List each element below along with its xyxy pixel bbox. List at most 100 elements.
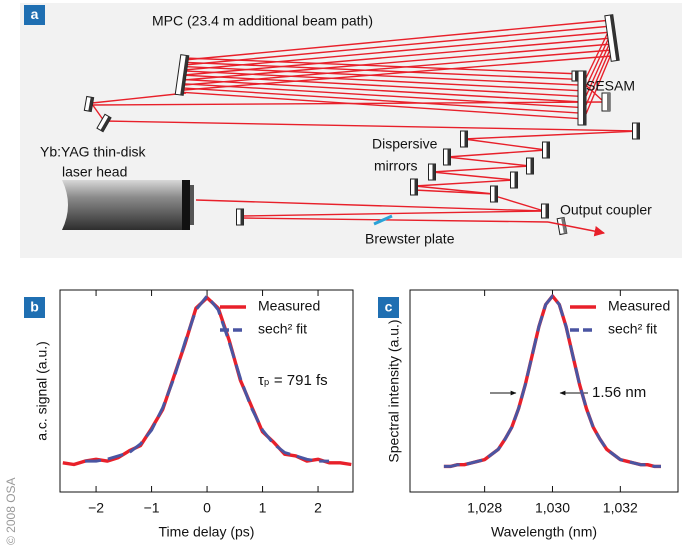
panel-label-box	[378, 297, 399, 318]
credit: © 2008 OSA	[4, 477, 18, 545]
thin-disk	[182, 180, 190, 230]
mirror-coating	[88, 97, 94, 112]
y-axis-label: Spectral intensity (a.u.)	[386, 319, 402, 462]
mirror-coating	[240, 209, 244, 225]
output-beam	[547, 221, 606, 237]
mirror	[460, 130, 468, 148]
x-tick-label: 1	[259, 500, 267, 516]
mirror-coating	[514, 172, 518, 188]
mirror	[510, 171, 518, 189]
mirror-coating	[100, 116, 112, 132]
brewster-plate	[373, 214, 393, 226]
output-coupler-label: Output coupler	[560, 202, 652, 218]
x-axis-label: Time delay (ps)	[159, 524, 255, 540]
mirror-coating	[583, 71, 586, 125]
mirror-coating	[447, 149, 451, 165]
mirror-coating	[494, 186, 498, 202]
legend-label: Measured	[258, 298, 320, 314]
beam	[585, 30, 613, 88]
beam	[183, 57, 583, 75]
x-tick-label: 1,032	[603, 500, 638, 516]
mirror	[601, 92, 611, 112]
mirror-coating	[546, 142, 550, 158]
y-axis-label: a.c. signal (a.u.)	[34, 341, 50, 441]
beam	[585, 44, 613, 106]
beam	[183, 87, 583, 114]
x-tick-label: 1,030	[535, 500, 570, 516]
beam	[183, 83, 583, 109]
panel-label-box	[24, 5, 45, 25]
dispersive-mirrors-label: Dispersive	[372, 136, 438, 152]
beam	[494, 195, 545, 212]
mirror-coating	[607, 93, 610, 111]
mirror	[428, 163, 436, 181]
beam	[103, 120, 641, 132]
mpc-label: MPC (23.4 m additional beam path)	[152, 13, 373, 29]
mirrors	[83, 14, 640, 236]
beam	[431, 165, 531, 173]
mirror	[577, 70, 587, 126]
mirror-coating	[545, 204, 549, 218]
mirror	[443, 148, 451, 166]
beam	[463, 138, 547, 151]
mirror-coating	[636, 123, 640, 139]
beam-paths	[91, 19, 641, 223]
mirror-coating	[609, 14, 620, 61]
beam	[431, 171, 515, 181]
mirror	[541, 203, 549, 219]
beam	[91, 103, 105, 122]
mirror	[632, 122, 640, 140]
beam	[183, 91, 583, 120]
x-axis-label: Wavelength (nm)	[491, 524, 597, 540]
beam	[183, 43, 613, 81]
beam	[241, 217, 549, 223]
plot-frame	[59, 289, 354, 493]
beam	[183, 19, 613, 61]
mirror-coating	[414, 179, 418, 195]
annotation: τₚ = 791 fs	[258, 372, 328, 389]
beam	[91, 101, 605, 106]
laser-head	[62, 180, 194, 230]
data-line	[85, 294, 330, 463]
beam	[446, 149, 547, 158]
mirror	[96, 113, 112, 133]
beam	[413, 189, 495, 195]
brewster-plate-label: Brewster plate	[365, 231, 455, 247]
sesam-label: SESAM	[586, 78, 635, 94]
thin-disk-edge	[190, 185, 194, 225]
mirror	[83, 95, 95, 113]
data-line	[443, 294, 661, 468]
legend-label: Measured	[608, 298, 670, 314]
x-tick-label: 2	[314, 500, 322, 516]
laser-head-label: Yb:YAG thin-disk	[40, 144, 147, 160]
beam	[183, 37, 613, 76]
x-tick-label: −1	[144, 500, 160, 516]
mirror	[490, 185, 498, 203]
mirror	[410, 178, 418, 196]
mirror-coating	[530, 158, 534, 174]
legend-label: sech² fit	[608, 321, 657, 337]
beam	[183, 49, 613, 86]
annotation: 1.56 nm	[592, 384, 646, 401]
beam	[183, 78, 583, 103]
x-tick-label: −2	[88, 500, 104, 516]
beam	[195, 199, 545, 212]
beam	[91, 92, 187, 104]
beam	[183, 55, 613, 91]
mirror-coating	[180, 55, 189, 96]
panel-label: c	[385, 299, 393, 315]
panel-label: a	[31, 6, 39, 22]
legend-label: sech² fit	[258, 321, 307, 337]
mirror	[604, 14, 620, 62]
mirror	[174, 54, 190, 96]
beam	[241, 210, 545, 217]
mirror-coating	[432, 164, 436, 180]
dispersive-mirrors-label: mirrors	[374, 158, 418, 174]
beam	[183, 31, 613, 71]
beam	[585, 51, 613, 115]
beam	[183, 25, 613, 66]
beam	[463, 130, 641, 140]
beam	[585, 37, 613, 97]
laser-head-label: laser head	[62, 164, 127, 180]
